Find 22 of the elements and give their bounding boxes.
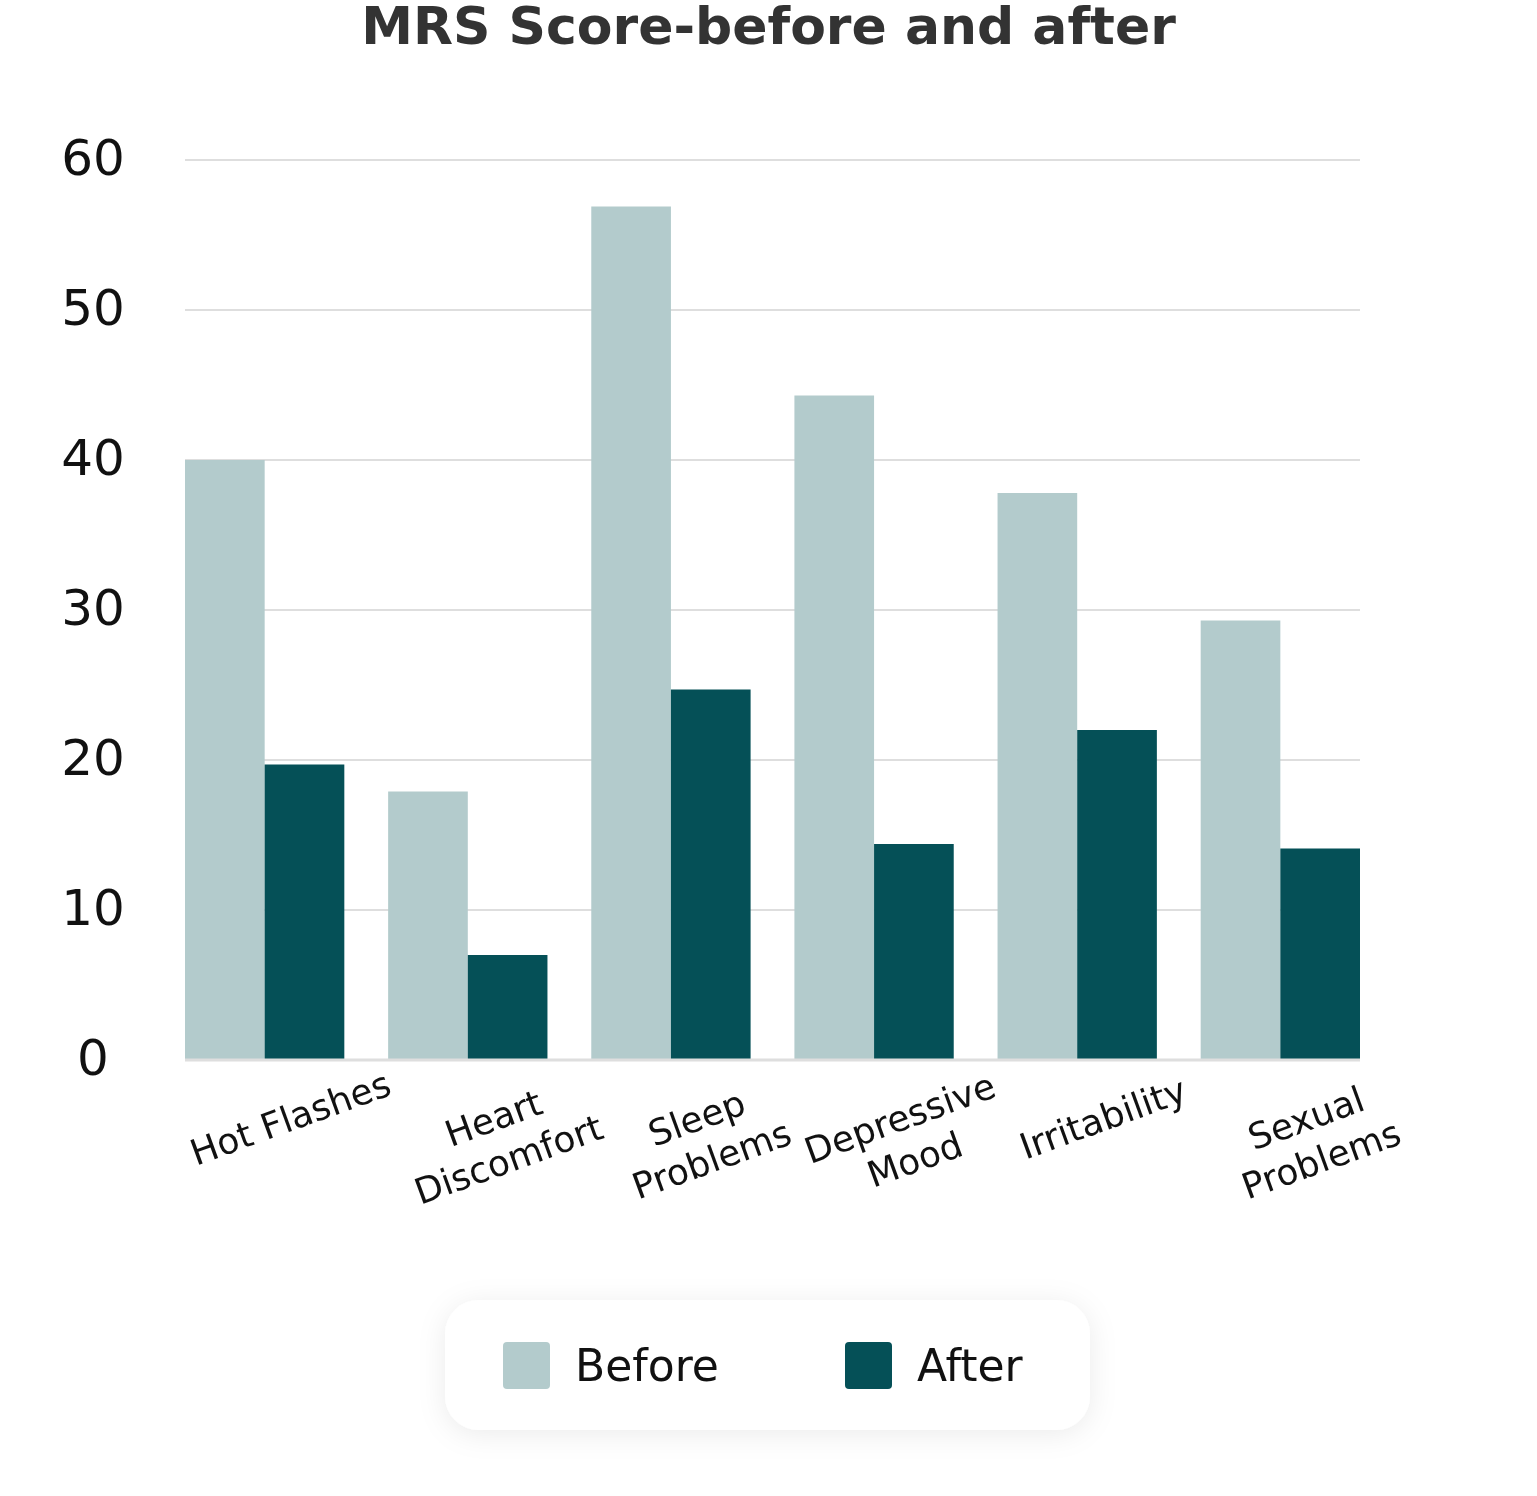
bar	[264, 764, 345, 1060]
bar	[591, 206, 671, 1060]
y-tick-label: 30	[61, 579, 125, 637]
bar	[388, 791, 468, 1060]
y-tick-label: 60	[61, 129, 125, 187]
legend-label: After	[917, 1340, 1024, 1392]
chart-title: MRS Score-before and after	[361, 0, 1177, 56]
bar	[1200, 620, 1281, 1060]
y-tick-label: 10	[61, 879, 125, 937]
y-tick-label: 20	[61, 729, 125, 787]
bar	[1280, 848, 1360, 1060]
y-tick-label: 50	[61, 279, 125, 337]
y-tick-label: 0	[77, 1029, 109, 1087]
bar	[185, 460, 265, 1060]
y-tick-label: 40	[61, 429, 125, 487]
bar	[1077, 730, 1157, 1060]
bar	[670, 689, 751, 1060]
legend-label: Before	[575, 1340, 719, 1392]
bar	[794, 395, 875, 1060]
bar	[467, 955, 548, 1060]
bar	[874, 844, 954, 1060]
bar	[997, 493, 1078, 1060]
